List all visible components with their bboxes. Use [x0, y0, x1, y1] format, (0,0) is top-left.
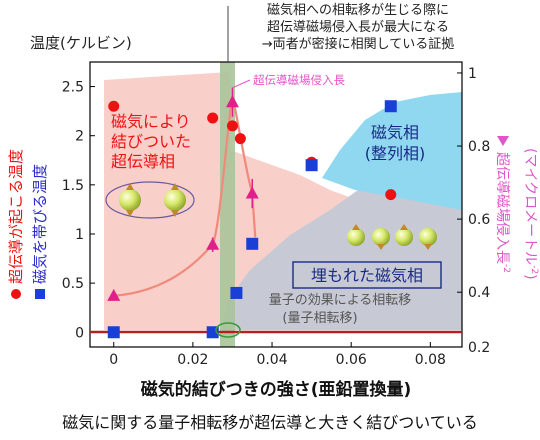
peak-label: 超伝導磁場侵入長: [253, 73, 345, 87]
left-tick-label: 1.5: [62, 178, 84, 194]
x-tick-label: 0: [109, 352, 118, 368]
x-axis: 0 0.02 0.04 0.06 0.08: [109, 342, 446, 368]
right-axis-label-sub-group: (マイクロメートル-2): [522, 148, 539, 280]
right-tick-label: 0.6: [468, 212, 490, 228]
caption: 磁気に関する量子相転移が超伝導と大きく結びついている: [62, 413, 478, 432]
mag-region-label-2: (整列相): [365, 144, 426, 163]
sc-temperature-point: [385, 189, 397, 201]
right-tick-label: 1: [468, 66, 477, 82]
sc-temperature-point: [234, 133, 246, 145]
penetration-depth-point: [107, 288, 121, 301]
cooper-pair-illustration: [105, 181, 195, 219]
magnetic-temperature-point: [230, 286, 243, 299]
left-axis-legend: 超伝導が起こる温度: [7, 149, 25, 299]
right-axis-label-sub: (マイクロメートル: [522, 148, 538, 265]
sc-temperature-point: [226, 120, 238, 132]
x-axis-title: 磁気的結びつきの強さ(亜鉛置換量): [141, 379, 412, 400]
red-circle-icon: [11, 289, 21, 299]
sc-region-label-3: 超伝導相: [111, 152, 175, 171]
sc-region-label-2: 結びついた: [111, 132, 191, 151]
qpt-oval: [215, 322, 241, 338]
right-tick-label: 0.2: [468, 340, 490, 356]
qpt-band: [220, 62, 235, 347]
left-axis-title: 温度(ケルビン): [30, 34, 132, 52]
left-tick-label: 2.5: [62, 80, 84, 96]
sc-temperature-point: [108, 100, 120, 112]
right-axis-legend-sub: (マイクロメートル-2): [522, 148, 539, 280]
left-tick-label: 0.5: [62, 276, 84, 292]
magnetic-phase-region: [322, 92, 462, 210]
magnetic-temperature-point: [384, 100, 397, 113]
left-tick-label: 0: [75, 325, 84, 341]
right-axis-label-group: 超伝導磁場侵入長-2: [494, 152, 511, 273]
penetration-depth-curve: [113, 95, 257, 297]
right-axis: 0.2 0.4 0.6 0.8 1: [457, 66, 490, 356]
left-axis-label-red: 超伝導が起こる温度: [7, 149, 25, 284]
plot-frame: [89, 61, 463, 348]
series-2: [107, 87, 259, 301]
top-note-line-1: 磁気相への相転移が生じる際に: [267, 2, 449, 18]
penetration-depth-point: [225, 95, 239, 108]
pink-triangle-icon: [497, 136, 509, 146]
buried-label: 埋もれた磁気相: [311, 266, 423, 285]
right-axis-label-sub-sup: -2: [529, 265, 539, 274]
sc-temperature-point: [207, 112, 219, 124]
right-axis-label: 超伝導磁場侵入長: [494, 152, 511, 264]
right-tick-label: 0.8: [468, 139, 490, 155]
x-tick-label: 0.02: [177, 352, 208, 368]
blue-square-icon: [35, 289, 45, 299]
mag-region-label-1: 磁気相: [371, 123, 419, 142]
top-note-line-3: →両者が密接に相関している証拠: [262, 36, 455, 52]
magnetic-temperature-point: [305, 159, 318, 172]
x-tick-label: 0.04: [256, 352, 287, 368]
left-axis-label-blue: 磁気を帯びる温度: [31, 164, 49, 284]
x-tick-label: 0.06: [336, 352, 367, 368]
right-axis-label-sub-close: ): [522, 274, 538, 279]
right-tick-label: 0.4: [468, 285, 490, 301]
qpt-label-2: (量子相転移): [282, 311, 357, 326]
buried-label-box: [292, 261, 442, 289]
sc-region-label-1: 磁気により: [111, 112, 191, 131]
left-tick-label: 1: [75, 227, 84, 243]
qpt-label-1: 量子の効果による相転移: [269, 293, 412, 308]
left-tick-label: 2: [75, 129, 84, 145]
x-tick-label: 0.08: [415, 352, 446, 368]
top-note-line-2: 超伝導磁場侵入長が最大になる: [267, 19, 449, 35]
magnetic-temperature-point: [246, 237, 259, 250]
spin-chain-illustration: [347, 224, 437, 250]
penetration-depth-point: [245, 186, 259, 199]
right-axis-label-sup: -2: [501, 264, 511, 273]
penetration-depth-point: [206, 237, 220, 250]
magnetic-temperature-point: [107, 326, 120, 339]
right-axis-legend: 超伝導磁場侵入長-2: [494, 136, 511, 273]
left-axis-legend-blue: 磁気を帯びる温度: [31, 164, 49, 299]
peak-pointer: [231, 79, 251, 89]
